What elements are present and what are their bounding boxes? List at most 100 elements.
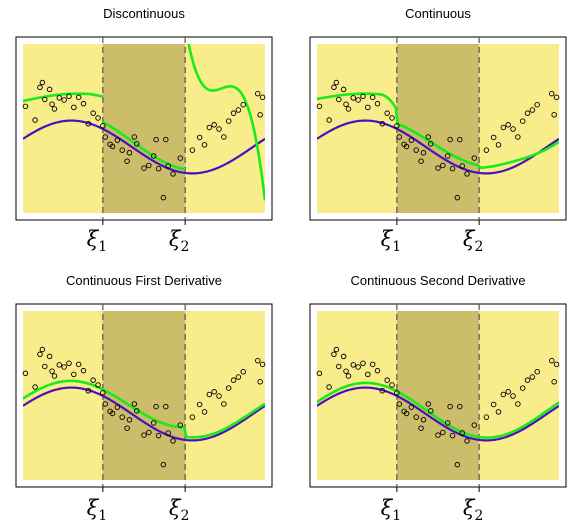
data-point xyxy=(524,110,531,116)
data-point xyxy=(146,429,152,436)
data-point xyxy=(46,86,53,93)
data-point xyxy=(360,360,366,367)
data-point xyxy=(114,137,121,143)
fitted-spline-segment-1 xyxy=(317,92,559,169)
true-function-curve xyxy=(23,386,265,442)
data-point xyxy=(75,94,82,101)
middle-region xyxy=(102,311,186,480)
data-point xyxy=(413,147,419,153)
data-point xyxy=(163,136,169,143)
data-point xyxy=(150,153,157,159)
data-point xyxy=(427,408,434,414)
data-point xyxy=(449,432,456,439)
data-point xyxy=(211,122,217,128)
data-point xyxy=(440,429,446,436)
data-point xyxy=(254,357,261,364)
data-point xyxy=(425,134,432,140)
data-point xyxy=(515,401,521,407)
data-point xyxy=(216,126,222,132)
data-point xyxy=(519,385,526,391)
data-point xyxy=(425,401,432,407)
data-point xyxy=(165,430,171,436)
true-function-curve xyxy=(23,119,265,175)
panel-title: Continuous Second Derivative xyxy=(351,273,526,288)
data-point xyxy=(340,86,347,93)
data-point xyxy=(196,401,203,408)
data-point xyxy=(49,368,55,374)
data-point xyxy=(394,123,400,129)
data-point xyxy=(257,112,263,118)
data-point xyxy=(211,389,217,395)
data-point xyxy=(389,382,395,388)
data-point xyxy=(427,141,434,147)
data-point xyxy=(336,363,342,370)
data-point xyxy=(519,118,526,124)
data-point xyxy=(225,118,232,124)
data-point xyxy=(124,158,130,164)
data-point xyxy=(350,362,357,368)
data-point xyxy=(534,368,540,375)
data-point xyxy=(163,403,169,410)
data-point xyxy=(333,79,340,86)
knot-label-2: ξ2 xyxy=(463,227,484,255)
data-point xyxy=(22,370,29,377)
data-point xyxy=(464,438,470,444)
data-point xyxy=(153,403,159,410)
data-point xyxy=(230,110,237,116)
knot-label-1: ξ1 xyxy=(381,227,402,255)
data-point xyxy=(355,364,361,370)
data-point xyxy=(408,404,415,410)
data-point xyxy=(225,385,232,391)
middle-region xyxy=(102,44,186,213)
data-point xyxy=(56,362,63,368)
data-point xyxy=(124,425,130,431)
data-point xyxy=(369,361,376,368)
data-point xyxy=(240,101,246,108)
data-point xyxy=(240,368,246,375)
data-point xyxy=(343,101,349,107)
data-point xyxy=(160,461,167,468)
data-point xyxy=(447,403,453,410)
true-function-curve xyxy=(317,386,559,442)
data-point xyxy=(389,115,395,121)
data-point xyxy=(365,104,371,111)
data-point xyxy=(418,158,424,164)
data-point xyxy=(396,401,403,407)
data-point xyxy=(490,401,497,408)
data-point xyxy=(379,388,386,394)
data-point xyxy=(444,420,451,426)
fitted-spline-segment-1 xyxy=(317,381,559,439)
fitted-spline-segment-2 xyxy=(102,120,186,171)
data-point xyxy=(515,134,521,140)
data-point xyxy=(32,117,38,123)
data-point xyxy=(435,165,441,171)
data-point xyxy=(379,120,386,127)
knot-label-2: ξ2 xyxy=(463,496,484,524)
data-point xyxy=(109,143,116,150)
data-point xyxy=(235,374,242,380)
data-point xyxy=(529,374,536,380)
data-point xyxy=(408,137,415,143)
data-point xyxy=(114,404,121,410)
data-point xyxy=(360,93,366,100)
data-point xyxy=(495,142,502,148)
data-point xyxy=(32,384,38,390)
data-point xyxy=(189,147,196,153)
data-point xyxy=(396,134,403,140)
data-point xyxy=(420,417,427,423)
data-point xyxy=(75,361,82,368)
data-point xyxy=(165,163,171,169)
data-point xyxy=(483,414,490,420)
data-point xyxy=(109,410,116,417)
data-point xyxy=(340,353,347,360)
data-point xyxy=(221,401,227,407)
data-point xyxy=(553,94,560,101)
data-point xyxy=(454,194,461,201)
data-point xyxy=(146,162,152,169)
data-point xyxy=(457,136,463,143)
data-point xyxy=(155,165,162,172)
data-point xyxy=(471,422,478,428)
data-point xyxy=(95,382,101,388)
data-point xyxy=(254,90,261,97)
